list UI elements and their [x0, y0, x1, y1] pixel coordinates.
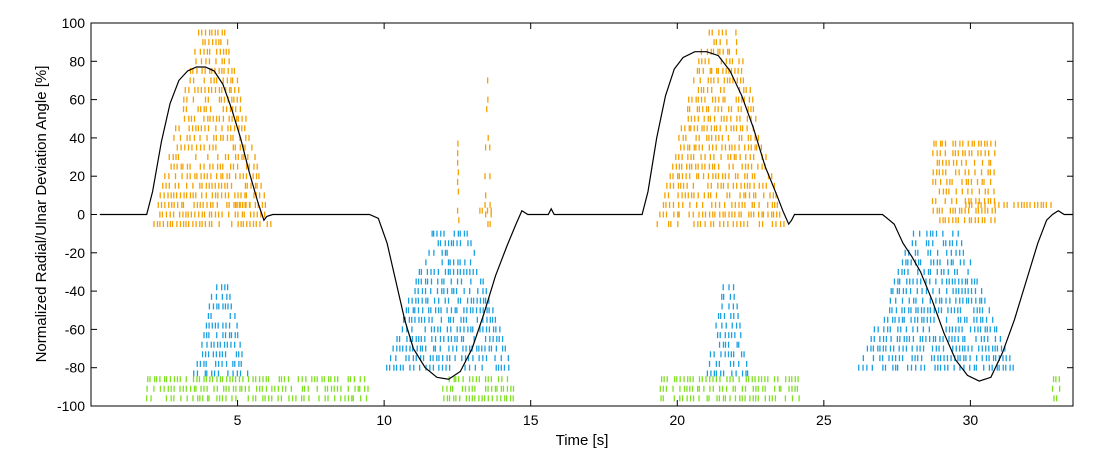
angle-trace-line	[99, 51, 1073, 382]
y-tick-label: 0	[77, 207, 85, 223]
y-tick-label: -100	[57, 398, 85, 414]
y-axis-label: Normalized Radial/Ulnar Deviation Angle …	[33, 66, 50, 363]
y-tick-label: -40	[65, 283, 85, 299]
y-tick-label: -20	[65, 245, 85, 261]
x-tick-label: 25	[816, 412, 832, 428]
spike-raster-layer	[146, 29, 1061, 402]
x-axis-label: Time [s]	[556, 432, 609, 449]
x-tick-label: 30	[963, 412, 979, 428]
x-tick-label: 5	[234, 412, 242, 428]
y-tick-label: 100	[62, 15, 86, 31]
y-tick-label: -60	[65, 321, 85, 337]
angle-trace-layer	[99, 51, 1073, 382]
axes-layer: -100 -80 -60 -40 -20 0 20 40 60 80 100 5 10 15 20 25 30	[57, 15, 1073, 428]
x-tick-label: 20	[669, 412, 685, 428]
y-tick-label: 40	[69, 130, 85, 146]
y-tick-label: 20	[69, 168, 85, 184]
x-tick-label: 10	[376, 412, 392, 428]
x-tick-label: 15	[523, 412, 539, 428]
y-tick-label: 60	[69, 92, 85, 108]
y-tick-label: 80	[69, 53, 85, 69]
y-tick-label: -80	[65, 360, 85, 376]
